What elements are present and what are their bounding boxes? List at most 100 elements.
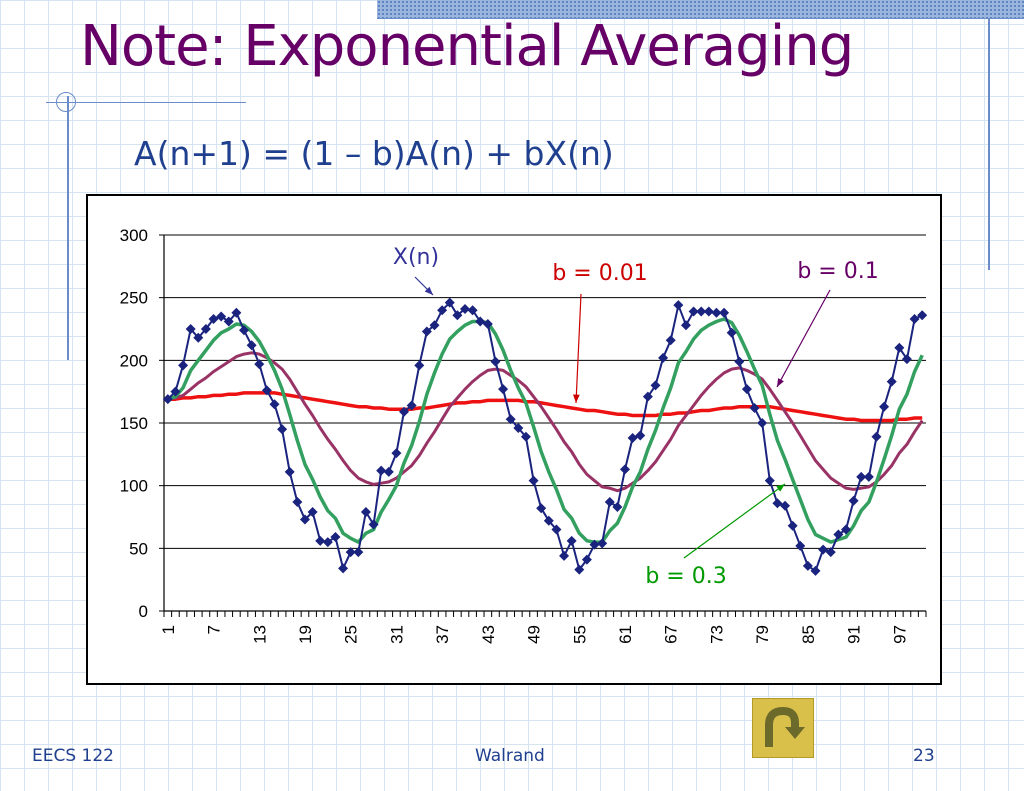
data-point [635, 430, 646, 441]
data-point [315, 535, 326, 546]
data-point [360, 506, 371, 517]
data-point [833, 529, 844, 540]
data-point [185, 324, 196, 334]
data-point [741, 384, 752, 395]
data-point [840, 524, 851, 535]
annotation-label-b001: b = 0.01 [552, 261, 647, 286]
footer-course: EECS 122 [32, 746, 114, 766]
data-point [475, 316, 486, 327]
data-point [170, 386, 181, 397]
data-point [879, 401, 890, 412]
data-point [543, 515, 554, 526]
data-point [322, 537, 333, 548]
data-point [498, 384, 509, 395]
data-point [886, 376, 897, 387]
data-point [490, 356, 501, 367]
data-point [520, 431, 531, 442]
data-point [688, 306, 699, 317]
data-point [444, 297, 455, 308]
data-point [429, 320, 440, 331]
data-point [780, 500, 791, 511]
data-point [612, 501, 623, 512]
data-point [894, 342, 905, 353]
x-tick-label: 25 [342, 625, 361, 644]
data-point [513, 423, 524, 434]
data-point [673, 300, 684, 311]
data-point [650, 380, 661, 391]
data-point [574, 564, 585, 575]
data-point [642, 391, 653, 402]
data-point [528, 475, 539, 486]
data-point [467, 305, 478, 316]
chart-frame: 0 50 100 150 200 250 300 1 7 13 19 25 31 37 43 49 55 61 67… [86, 194, 942, 685]
data-point [818, 544, 829, 555]
data-point [292, 496, 303, 507]
data-point [383, 466, 394, 477]
left-decorative-rule [67, 96, 69, 360]
data-point [703, 306, 714, 317]
data-point [231, 307, 242, 318]
data-point [856, 471, 867, 482]
data-point [376, 465, 387, 476]
data-point [711, 307, 722, 318]
x-tick-label: 7 [205, 625, 224, 634]
y-tick-label: 200 [120, 351, 148, 370]
data-point [848, 495, 859, 506]
data-point [284, 466, 295, 477]
data-point [665, 335, 676, 346]
data-point [406, 400, 417, 411]
annotation-label-xn: X(n) [393, 245, 439, 270]
data-point [254, 359, 265, 370]
data-point [658, 352, 669, 363]
data-point [757, 418, 768, 428]
footer-author: Walrand [475, 746, 545, 766]
data-point [452, 310, 463, 321]
data-point [749, 402, 760, 413]
data-point [391, 448, 402, 459]
data-point [216, 311, 227, 322]
data-point [566, 535, 577, 546]
x-tick-label: 1 [159, 625, 178, 634]
data-point [299, 514, 310, 525]
crosshair-decoration [56, 92, 76, 112]
data-point [162, 394, 173, 405]
annotation-arrowhead-b001 [573, 394, 580, 403]
data-point [459, 303, 470, 314]
x-tick-label: 55 [570, 625, 589, 644]
formula: A(n+1) = (1 – b)A(n) + bX(n) [134, 134, 614, 173]
data-point [178, 360, 189, 371]
data-point [368, 519, 379, 530]
data-point [581, 554, 592, 565]
data-point [414, 360, 425, 371]
data-point [261, 385, 272, 396]
data-point [719, 307, 730, 318]
data-point [193, 332, 204, 343]
series-line-xn [167, 301, 923, 572]
x-tick-label: 91 [845, 625, 864, 644]
x-tick-label: 61 [616, 625, 635, 644]
annotation-arrow-b001 [575, 293, 582, 404]
x-tick-label: 31 [387, 625, 406, 644]
series-line-b01 [167, 351, 924, 493]
data-point [825, 547, 836, 558]
u-turn-arrow-icon [765, 706, 805, 747]
data-point [787, 520, 798, 531]
y-tick-label: 250 [120, 289, 148, 308]
data-point [871, 431, 882, 442]
data-point [627, 433, 638, 444]
y-tick-label: 100 [120, 477, 148, 496]
data-point [536, 503, 547, 514]
series-line-b03 [167, 317, 924, 544]
x-tick-label: 37 [433, 625, 452, 644]
annotation-arrowhead-b01 [777, 378, 784, 387]
page-number: 23 [913, 746, 935, 766]
data-point [345, 547, 356, 558]
data-point [277, 424, 288, 435]
y-tick-label: 0 [139, 602, 148, 621]
back-button[interactable] [752, 698, 814, 758]
data-point [421, 326, 432, 337]
slide-title: Note: Exponential Averaging [80, 14, 854, 79]
x-tick-label: 73 [707, 625, 726, 644]
right-decorative-rule [988, 18, 990, 270]
data-point [307, 506, 318, 517]
